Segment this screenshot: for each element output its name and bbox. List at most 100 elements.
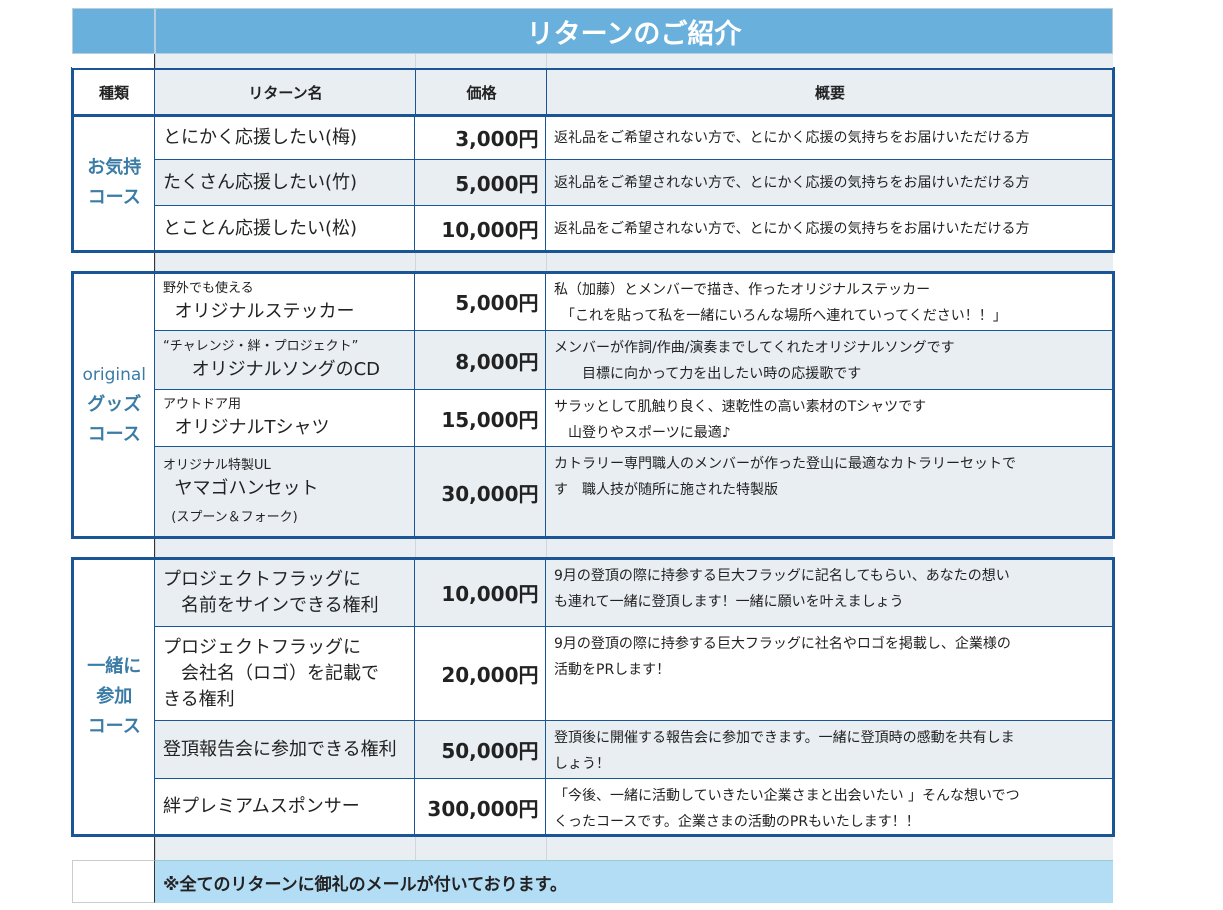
description-line: くったコースです。企業さまの活動のPRもいたします！！ (554, 814, 920, 830)
return-name: とことん応援したい(松) (163, 217, 358, 239)
return-name: きる権利 (163, 688, 235, 710)
return-description: カトラリー専門職人のメンバーが作った登山に最適なカトラリーセットです 職人技が随… (545, 446, 1115, 539)
gap-cell (546, 54, 1113, 68)
gap-left-cell (72, 54, 155, 68)
return-price: 5,000円 (414, 159, 548, 207)
return-name-note: (スプーン＆フォーク) (163, 510, 298, 526)
gap-left-cell (72, 251, 155, 272)
gap-cell (546, 537, 1113, 558)
section-type-line: お気持 (87, 157, 142, 178)
section-type-label: お気持 コース (72, 115, 157, 251)
header-desc: 概要 (546, 68, 1114, 116)
description-line: 「これを貼って私を一緒にいろんな場所へ連れていってください！！」 (554, 308, 1007, 324)
description-line: 山登りやスポーツに最適♪ (554, 425, 731, 441)
section-type-line: コース (87, 715, 141, 737)
return-name: 会社名（ロゴ）を記載で (163, 662, 379, 684)
gap-left-cell (72, 537, 155, 558)
gap-cell (415, 537, 546, 558)
section-type-line: グッズ (87, 393, 142, 415)
return-name-cell: たくさん応援したい(竹) (154, 159, 417, 207)
description-line: 9月の登頂の際に持参する巨大フラッグに記名してもらい、あなたの想い (554, 568, 1010, 584)
description-line: メンバーが作詞/作曲/演奏までしてくれたオリジナルソングです (554, 340, 955, 356)
return-name: たくさん応援したい(竹) (163, 171, 358, 193)
return-description: メンバーが作詞/作曲/演奏までしてくれたオリジナルソングです 目標に向かって力を… (545, 330, 1115, 391)
description-line: 9月の登頂の際に持参する巨大フラッグに社名やロゴを掲載し、企業様の (554, 636, 1011, 652)
return-name: とにかく応援したい(梅) (163, 126, 358, 148)
return-price: 15,000円 (414, 389, 548, 448)
return-name: ヤマゴハンセット (163, 478, 319, 500)
return-description: 9月の登頂の際に持参する巨大フラッグに社名やロゴを掲載し、企業様の 活動をPRしま… (545, 626, 1115, 722)
gap-left-cell (72, 835, 155, 860)
return-name: 登頂報告会に参加できる権利 (163, 738, 397, 760)
return-name-sub: 野外でも使える (163, 280, 254, 296)
gap-cell (155, 54, 415, 68)
return-price: 3,000円 (414, 115, 548, 161)
return-name-cell: 登頂報告会に参加できる権利 (154, 720, 417, 780)
return-description: 返礼品をご希望されない方で、とにかく応援の気持ちをお届けいただける方 (545, 205, 1115, 253)
description-line: 登頂後に開催する報告会に参加できます。一緒に登頂時の感動を共有しま (554, 730, 1015, 746)
return-name-sub: “チャレンジ・絆・プロジェクト” (163, 339, 359, 355)
header-type: 種類 (72, 68, 156, 116)
description-line: も連れて一緒に登頂します！一緒に願いを叶えましょう (554, 594, 904, 610)
description-line: 返礼品をご希望されない方で、とにかく応援の気持ちをお届けいただける方 (554, 220, 1030, 237)
return-price: 50,000円 (414, 720, 548, 780)
return-name: プロジェクトフラッグに (163, 636, 361, 658)
gap-cell (155, 537, 415, 558)
description-line: 返礼品をご希望されない方で、とにかく応援の気持ちをお届けいただける方 (554, 129, 1030, 146)
section-type-label: original グッズコース (72, 272, 157, 537)
return-name-cell: とことん応援したい(松) (154, 205, 417, 253)
section-type-label: 一緒に 参加 コース (72, 558, 157, 835)
description-line: 「今後、一緒に活動していきたい企業さまと出会いたい 」そんな想いでつ (554, 788, 1020, 804)
return-price: 8,000円 (414, 330, 548, 391)
return-name-cell: プロジェクトフラッグに 会社名（ロゴ）を記載で きる権利 (154, 626, 417, 722)
return-name: 絆プレミアムスポンサー (163, 796, 360, 818)
return-name-cell: 野外でも使える オリジナルステッカー (154, 272, 417, 332)
gap-cell (415, 251, 546, 272)
gap-cell (155, 251, 415, 272)
return-name-cell: オリジナル特製UL ヤマゴハンセット (スプーン＆フォーク) (154, 446, 417, 539)
return-name: オリジナルソングのCD (163, 359, 381, 381)
return-price: 30,000円 (414, 446, 548, 539)
section-type-prefix: original (82, 364, 147, 385)
return-description: サラッとして肌触り良く、速乾性の高い素材のTシャツです 山登りやスポーツに最適♪ (545, 389, 1115, 448)
return-price: 10,000円 (414, 558, 548, 628)
return-name-cell: “チャレンジ・絆・プロジェクト” オリジナルソングのCD (154, 330, 417, 391)
return-price: 20,000円 (414, 626, 548, 722)
page-title: リターンのご紹介 (155, 8, 1113, 54)
description-line: 返礼品をご希望されない方で、とにかく応援の気持ちをお届けいただける方 (554, 174, 1030, 191)
header-name: リターン名 (154, 68, 417, 116)
gap-cell (546, 251, 1113, 272)
return-name-cell: 絆プレミアムスポンサー (154, 778, 417, 837)
return-description: 登頂後に開催する報告会に参加できます。一緒に登頂時の感動を共有しま しょう！ (545, 720, 1115, 780)
return-name-sub: オリジナル特製UL (163, 458, 271, 474)
gap-cell (546, 835, 1113, 860)
description-line: カトラリー専門職人のメンバーが作った登山に最適なカトラリーセットで (554, 456, 1016, 472)
footer-note: ※全てのリターンに御礼のメールが付いております。 (155, 860, 1113, 903)
section-type-line: 一緒に (87, 655, 142, 677)
return-price: 300,000円 (414, 778, 548, 837)
return-name-cell: プロジェクトフラッグに 名前をサインできる権利 (154, 558, 417, 628)
section-type-line: コース (87, 187, 141, 208)
return-description: 返礼品をご希望されない方で、とにかく応援の気持ちをお届けいただける方 (545, 159, 1115, 207)
return-name: 名前をサインできる権利 (163, 594, 379, 616)
header-price: 価格 (415, 68, 548, 116)
return-description: 返礼品をご希望されない方で、とにかく応援の気持ちをお届けいただける方 (545, 115, 1115, 161)
description-line: しょう！ (554, 756, 610, 772)
return-name: オリジナルTシャツ (163, 417, 330, 439)
return-name: オリジナルステッカー (163, 300, 355, 322)
gap-cell (155, 835, 415, 860)
description-line: す 職人技が随所に施された特製版 (554, 482, 778, 498)
gap-cell (415, 54, 546, 68)
return-name: プロジェクトフラッグに (163, 568, 361, 590)
return-description: 「今後、一緒に活動していきたい企業さまと出会いたい 」そんな想いでつ くったコース… (545, 778, 1115, 837)
description-line: 目標に向かって力を出したい時の応援歌です (554, 366, 862, 382)
title-bar-left (72, 8, 155, 54)
description-line: 活動をPRします！ (554, 662, 671, 678)
section-type-line: 参加 (96, 685, 133, 707)
return-price: 5,000円 (414, 272, 548, 332)
return-name-cell: アウトドア用 オリジナルTシャツ (154, 389, 417, 448)
section-type-line: コース (87, 423, 141, 445)
return-description: 9月の登頂の際に持参する巨大フラッグに記名してもらい、あなたの想い も連れて一緒に… (545, 558, 1115, 628)
footer-left-cell (72, 860, 155, 903)
